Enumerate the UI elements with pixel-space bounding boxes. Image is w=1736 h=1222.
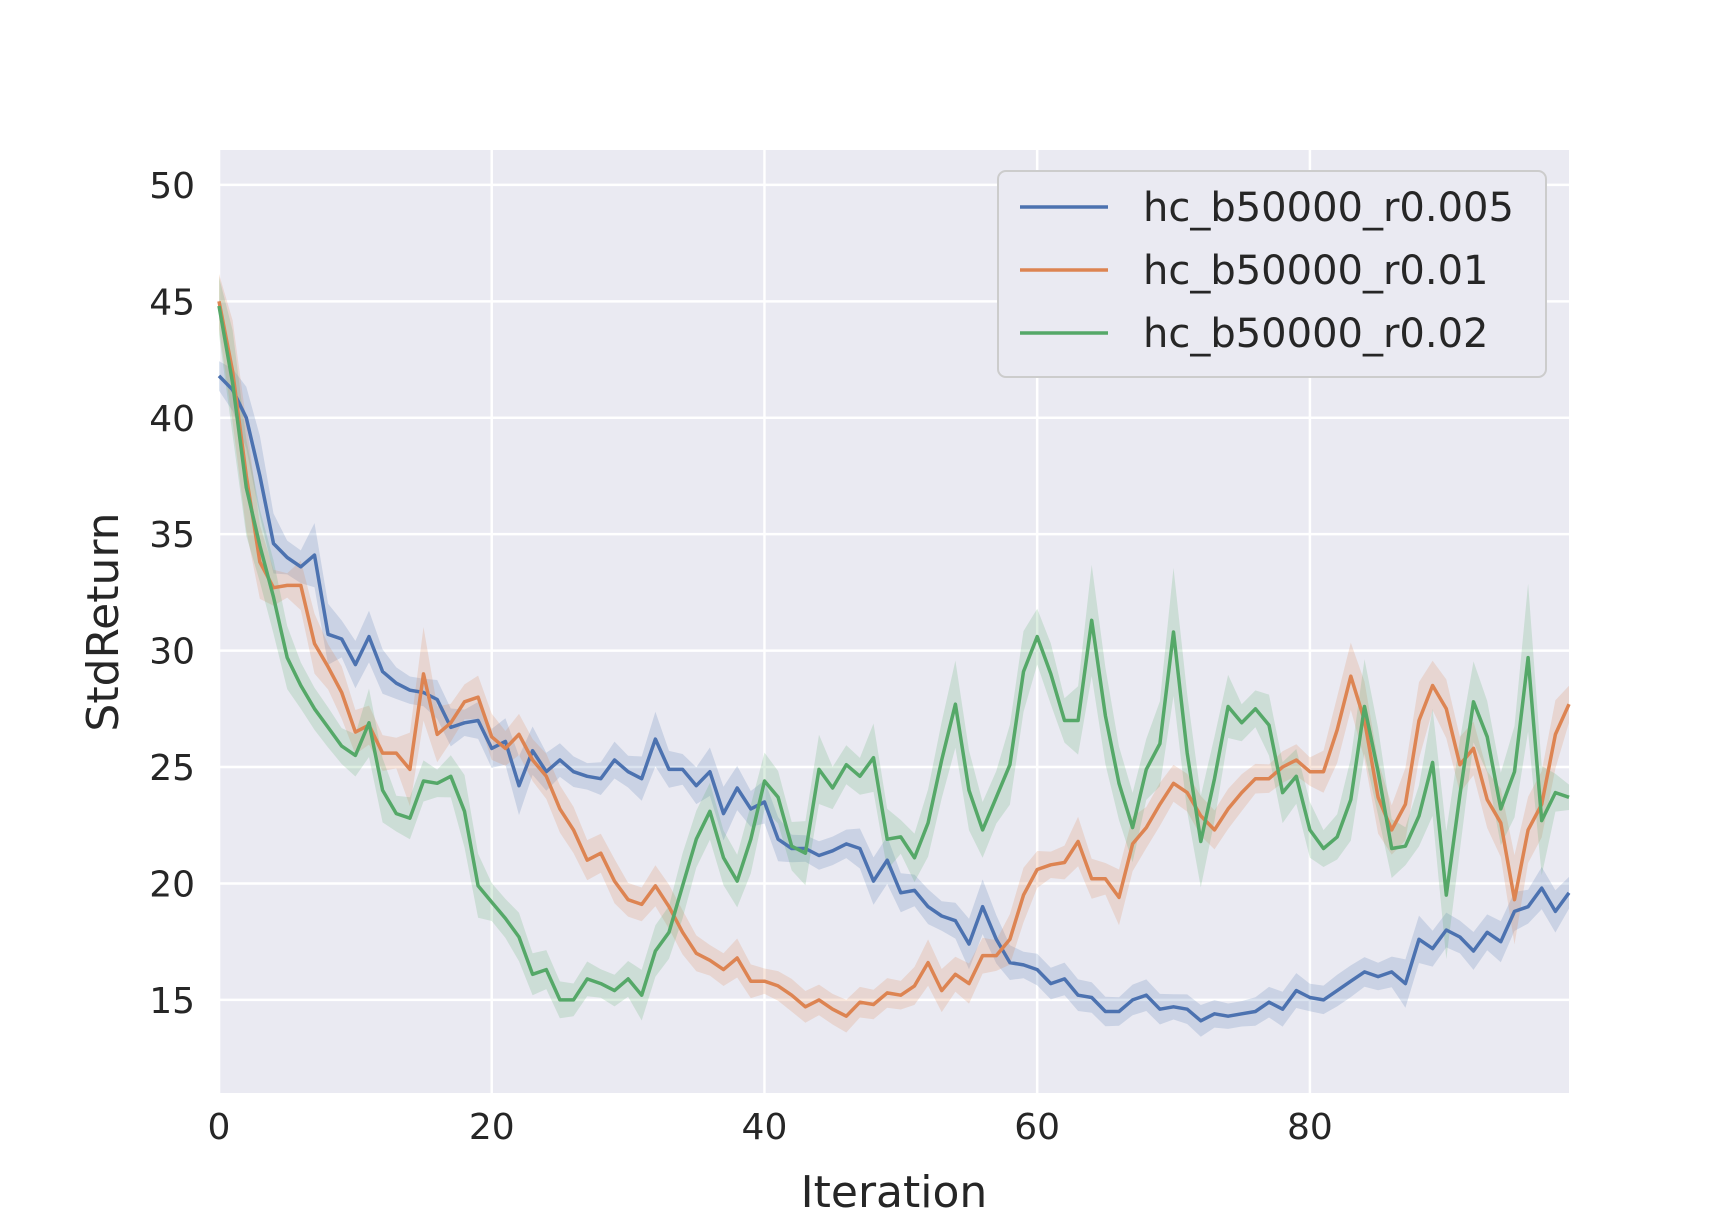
x-axis-label: Iteration [801,1167,988,1218]
y-tick-label: 40 [149,399,195,440]
x-tick-labels: 0 20 40 60 80 [208,1107,1333,1148]
x-tick-label: 60 [1014,1107,1060,1148]
y-tick-label: 25 [149,748,195,789]
y-tick-label: 15 [149,981,195,1022]
y-tick-label: 30 [149,632,195,673]
series-lines [217,300,1571,1023]
series-line [217,374,1571,1023]
series-line [217,300,1571,1018]
y-tick-label: 50 [149,166,195,207]
y-tick-label: 20 [149,864,195,905]
x-tick-label: 0 [208,1107,231,1148]
y-tick-label: 45 [149,282,195,323]
y-axis-label: StdReturn [78,512,129,731]
y-tick-label: 35 [149,515,195,556]
legend-label: hc_b50000_r0.005 [1143,185,1514,231]
gridlines [217,150,1569,1093]
legend-label: hc_b50000_r0.02 [1143,311,1489,357]
legend-label: hc_b50000_r0.01 [1143,248,1489,294]
legend-box [997,170,1547,378]
series-line [217,305,1570,1002]
x-tick-label: 20 [469,1107,515,1148]
legend: hc_b50000_r0.005 hc_b50000_r0.01 hc_b50000… [997,170,1547,378]
x-tick-label: 40 [742,1107,788,1148]
x-tick-label: 80 [1287,1107,1333,1148]
y-tick-labels: 15 20 25 30 35 40 45 50 [149,166,195,1022]
